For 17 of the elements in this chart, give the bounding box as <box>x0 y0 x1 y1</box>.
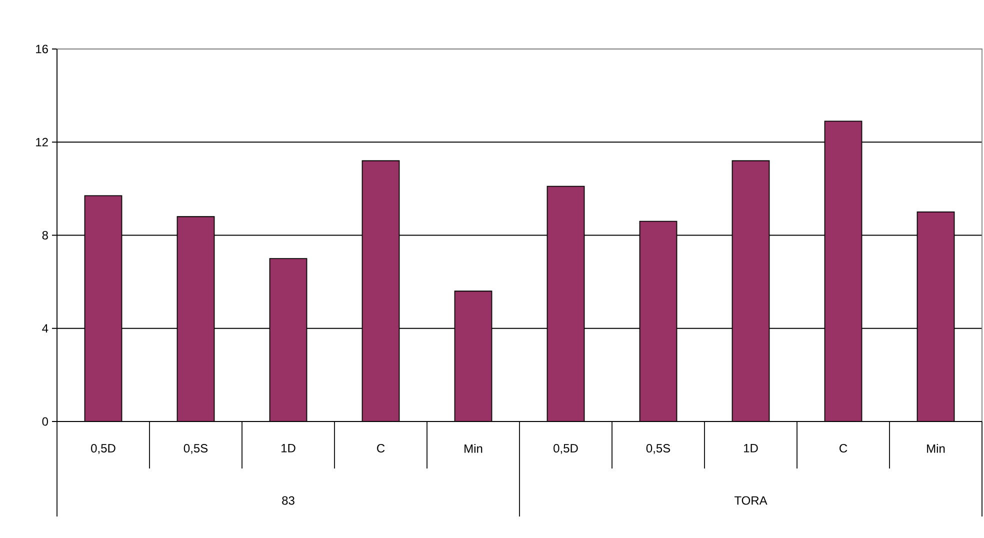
x-tick-label: 1D <box>282 444 296 452</box>
y-tick-label: 0 <box>42 417 48 426</box>
x-tick-label: 0,5D <box>554 444 578 454</box>
x-tick-label: C <box>377 444 385 453</box>
y-tick-label: 12 <box>36 138 48 146</box>
x-tick-label: 0,5D <box>91 444 116 454</box>
y-tick-label: 8 <box>42 231 48 240</box>
x-tick-label: Min <box>464 444 482 453</box>
x-tick-label: Min <box>927 444 945 453</box>
y-tick-label: 4 <box>42 324 48 332</box>
x-tick-label: 0,5S <box>184 444 208 454</box>
x-tick-label: 1D <box>744 444 758 452</box>
y-tick-label: 16 <box>36 44 48 54</box>
text: TORA <box>734 496 768 505</box>
x-tick-label: 0,5S <box>646 444 670 454</box>
text: 83 <box>282 496 294 505</box>
x-tick-label: C <box>840 444 848 453</box>
